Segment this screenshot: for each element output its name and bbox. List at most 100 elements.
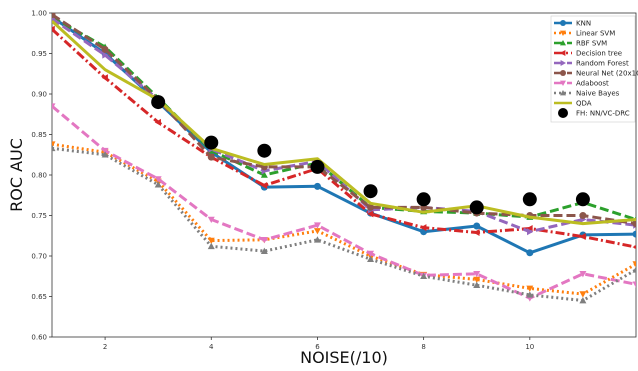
legend-label: Random Forest bbox=[576, 60, 629, 68]
data-point bbox=[101, 151, 109, 158]
series-naive-bayes bbox=[52, 144, 636, 304]
data-point bbox=[473, 276, 481, 283]
series-rbf-svm bbox=[52, 13, 636, 223]
data-point bbox=[473, 271, 481, 278]
data-point bbox=[632, 220, 636, 228]
series-line bbox=[52, 142, 636, 296]
y-tick-label: 0.65 bbox=[31, 293, 47, 301]
legend-marker bbox=[560, 30, 566, 36]
data-point bbox=[260, 237, 268, 244]
data-point bbox=[207, 153, 215, 161]
legend-marker bbox=[560, 60, 566, 66]
series-line bbox=[52, 15, 636, 255]
legend-label: Linear SVM bbox=[576, 30, 615, 38]
data-point bbox=[154, 118, 161, 126]
data-point bbox=[52, 25, 55, 33]
data-point bbox=[522, 192, 537, 207]
data-point bbox=[260, 171, 268, 178]
legend-label: FH: NN/VC-DRC bbox=[576, 110, 630, 118]
data-point bbox=[367, 250, 375, 258]
y-axis-label: ROC AUC bbox=[7, 138, 26, 212]
x-tick-label: 4 bbox=[209, 343, 214, 351]
legend-marker bbox=[560, 20, 566, 26]
data-point bbox=[579, 233, 586, 241]
data-point bbox=[473, 222, 481, 230]
series-line bbox=[52, 15, 636, 221]
data-point bbox=[313, 228, 321, 235]
x-tick-label: 6 bbox=[315, 343, 320, 351]
legend-entry: Linear SVM bbox=[554, 30, 615, 38]
legend: KNN Linear SVM RBF SVM Decision tree Random … bbox=[550, 15, 638, 123]
legend-entry: Neural Net (20x10) bbox=[554, 70, 638, 78]
data-point bbox=[416, 192, 431, 207]
data-point bbox=[579, 271, 587, 278]
legend-marker bbox=[560, 70, 566, 76]
legend-label: Naive Bayes bbox=[576, 90, 620, 98]
legend-entry: Decision tree bbox=[554, 50, 622, 58]
legend-entry: Naive Bayes bbox=[554, 90, 620, 98]
data-point bbox=[101, 74, 108, 82]
data-point bbox=[632, 245, 636, 250]
data-point bbox=[313, 182, 321, 190]
legend-entry: Random Forest bbox=[554, 60, 629, 68]
legend-label: Adaboost bbox=[576, 80, 609, 88]
y-tick-label: 0.85 bbox=[31, 131, 47, 139]
x-axis-ticks: 2 4 6 8 10 bbox=[103, 337, 534, 351]
legend-label: KNN bbox=[576, 20, 591, 28]
x-tick-label: 2 bbox=[103, 343, 107, 351]
legend-label: Decision tree bbox=[576, 50, 622, 58]
data-point bbox=[579, 297, 587, 304]
y-tick-label: 0.90 bbox=[31, 91, 47, 99]
data-point bbox=[154, 176, 162, 183]
series-layer bbox=[52, 13, 636, 304]
data-point bbox=[473, 281, 481, 288]
data-point bbox=[101, 147, 109, 155]
data-point bbox=[101, 45, 109, 53]
y-tick-label: 0.75 bbox=[31, 212, 47, 220]
legend-label: QDA bbox=[576, 100, 592, 108]
data-point bbox=[367, 210, 374, 218]
data-point bbox=[367, 255, 375, 263]
data-point bbox=[313, 236, 321, 243]
data-point bbox=[632, 230, 636, 238]
data-point bbox=[207, 216, 215, 224]
data-point bbox=[526, 249, 534, 257]
data-point bbox=[102, 51, 109, 59]
data-point bbox=[527, 228, 534, 236]
series-line bbox=[52, 19, 636, 226]
series-neural-net-20x10- bbox=[52, 13, 636, 228]
data-point bbox=[363, 184, 378, 199]
y-axis-ticks: 0.60 0.65 0.70 0.75 0.80 0.85 0.90 0.95 1.00 bbox=[31, 10, 52, 342]
series-decision-tree bbox=[52, 25, 636, 250]
data-point bbox=[204, 135, 219, 150]
legend-entry: RBF SVM bbox=[554, 40, 607, 48]
data-point bbox=[310, 159, 325, 174]
x-tick-label: 8 bbox=[421, 343, 425, 351]
legend-marker bbox=[560, 40, 566, 46]
legend-entry: Adaboost bbox=[554, 80, 609, 88]
legend-label: RBF SVM bbox=[576, 40, 607, 48]
legend-label: Neural Net (20x10) bbox=[576, 70, 638, 78]
data-point bbox=[469, 200, 484, 215]
legend-entry: FH: NN/VC-DRC bbox=[558, 108, 630, 118]
data-point bbox=[632, 281, 636, 288]
y-tick-label: 0.70 bbox=[31, 253, 47, 261]
data-point bbox=[632, 266, 636, 273]
data-point bbox=[632, 261, 636, 268]
data-point bbox=[154, 181, 162, 188]
data-point bbox=[151, 95, 166, 110]
data-point bbox=[367, 203, 375, 211]
y-tick-label: 0.80 bbox=[31, 172, 47, 180]
series-random-forest bbox=[52, 16, 636, 236]
data-point bbox=[207, 237, 215, 245]
data-point bbox=[313, 222, 321, 229]
data-point bbox=[52, 144, 56, 152]
series-adaboost bbox=[52, 103, 636, 302]
x-tick-label: 10 bbox=[525, 343, 534, 351]
x-axis-label: NOISE(/10) bbox=[300, 348, 388, 367]
legend-marker bbox=[560, 90, 566, 96]
data-point bbox=[526, 285, 534, 292]
data-point bbox=[257, 143, 272, 158]
y-tick-label: 0.95 bbox=[31, 50, 47, 58]
